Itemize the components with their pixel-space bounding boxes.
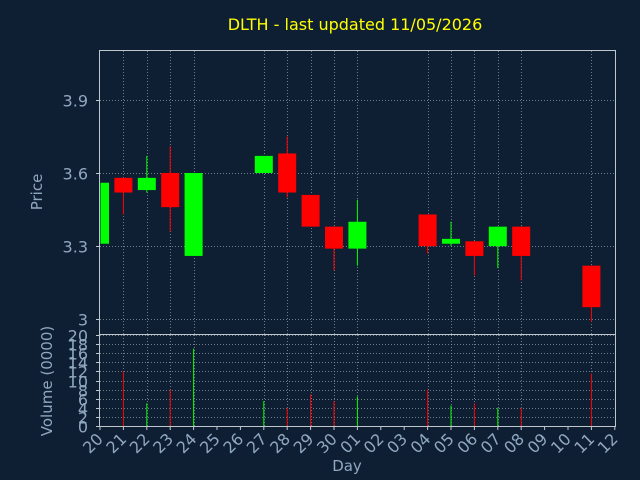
volume-tick-label: 6 xyxy=(78,391,88,410)
volume-axis-label: Volume (0000) xyxy=(38,326,56,436)
volume-bars xyxy=(122,348,592,426)
candle-body xyxy=(301,194,320,227)
candle-27 xyxy=(254,155,273,173)
volume-tick-label: 8 xyxy=(78,382,88,401)
candle-body xyxy=(442,238,460,244)
candle-body xyxy=(348,221,367,249)
candle-body xyxy=(488,226,507,247)
volume-tick-label: 2 xyxy=(78,409,88,428)
candle-body xyxy=(254,155,273,173)
price-tick-label: 3.6 xyxy=(63,165,88,184)
candle-08 xyxy=(512,226,531,281)
x-axis-label: Day xyxy=(332,457,362,475)
candle-24 xyxy=(184,172,203,256)
candle-body xyxy=(278,153,297,193)
candle-body xyxy=(114,177,133,193)
chart-title: DLTH - last updated 11/05/2026 xyxy=(228,15,483,34)
volume-tick-label: 0 xyxy=(78,418,88,437)
candle-07 xyxy=(488,226,507,269)
candle-20 xyxy=(99,182,109,244)
volume-tick-label: 14 xyxy=(68,354,88,373)
volume-tick-label: 16 xyxy=(68,345,88,364)
candle-11 xyxy=(582,265,601,322)
candle-04 xyxy=(418,214,437,254)
candle-body xyxy=(582,265,601,308)
candle-body xyxy=(512,226,531,256)
candle-body xyxy=(101,182,109,244)
candle-body xyxy=(137,177,156,191)
candle-06 xyxy=(465,241,484,276)
candle-body xyxy=(184,172,203,256)
candle-30 xyxy=(325,226,343,271)
candle-body xyxy=(465,241,484,256)
candle-28 xyxy=(278,136,297,198)
price-axis-label: Price xyxy=(28,174,46,211)
candle-05 xyxy=(442,221,460,247)
price-tick-labels: 3 3.3 3.6 3.9 xyxy=(63,92,100,330)
candle-23 xyxy=(161,146,180,232)
candle-22 xyxy=(137,155,156,193)
volume-tick-label: 10 xyxy=(68,373,88,392)
candle-body xyxy=(418,214,437,247)
volume-tick-label: 20 xyxy=(68,327,88,346)
price-tick-label: 3.3 xyxy=(63,238,88,257)
candles xyxy=(99,136,601,322)
volume-tick-label: 12 xyxy=(68,363,88,382)
candle-29 xyxy=(301,194,320,227)
price-tick-label: 3 xyxy=(78,311,88,330)
candle-body xyxy=(161,172,180,208)
price-tick-label: 3.9 xyxy=(63,92,88,111)
candle-body xyxy=(325,226,343,249)
volume-tick-label: 18 xyxy=(68,336,88,355)
candle-21 xyxy=(114,177,133,215)
volume-tick-label: 4 xyxy=(78,400,88,419)
candle-01 xyxy=(348,199,367,266)
